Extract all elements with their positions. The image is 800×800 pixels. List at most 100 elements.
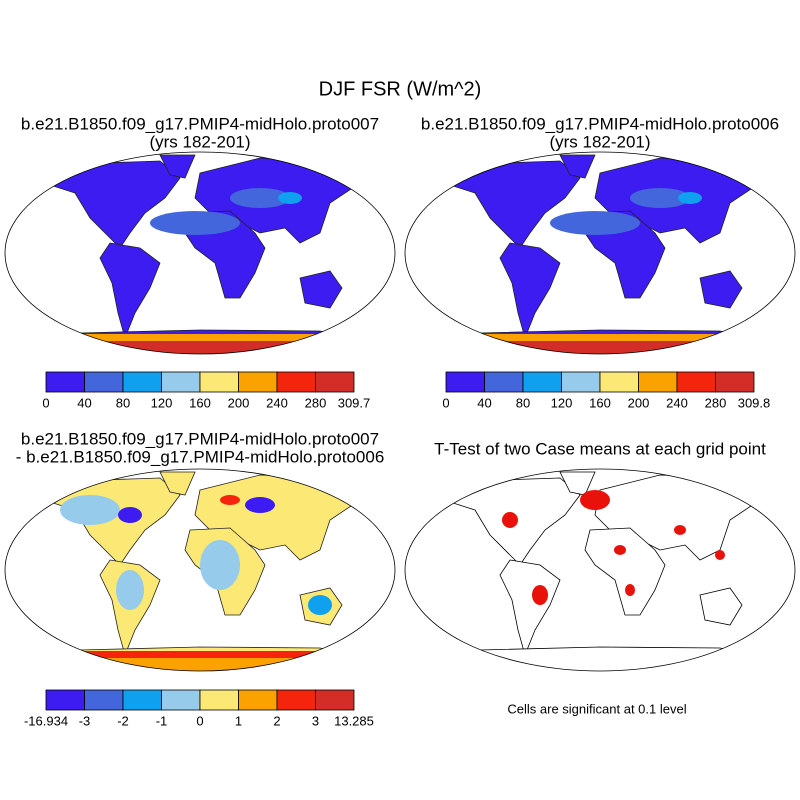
colorbar-box	[445, 371, 485, 393]
map-land	[449, 471, 766, 671]
field-patch	[220, 495, 240, 505]
colorbar-label: 120	[151, 395, 173, 410]
colorbar-box	[638, 371, 678, 393]
field-patch	[278, 192, 302, 204]
colorbar-box	[484, 371, 524, 393]
field-patch	[674, 525, 686, 535]
field-patch	[678, 192, 702, 204]
colorbar-label: 13.285	[334, 713, 374, 728]
colorbar-label: 80	[516, 395, 530, 410]
colorbar-box	[84, 689, 124, 711]
antarctic-edge	[482, 334, 762, 341]
colorbar-label: 160	[589, 395, 611, 410]
continents	[49, 154, 366, 354]
colorbar-box	[84, 371, 124, 393]
colorbar-label: 160	[189, 395, 211, 410]
colorbar-box	[45, 689, 85, 711]
colorbar-label: 120	[551, 395, 573, 410]
colorbar-label: 200	[628, 395, 650, 410]
colorbar-label: 0	[442, 395, 449, 410]
colorbar-label: 280	[305, 395, 327, 410]
colorbar-box	[238, 371, 278, 393]
map-land	[49, 471, 366, 671]
field-patch	[116, 570, 144, 610]
colorbar-label: -1	[156, 713, 168, 728]
field-patch	[532, 585, 548, 605]
colorbar-box	[122, 689, 162, 711]
colorbar-label: 1	[235, 713, 242, 728]
panel-title: (yrs 182-201)	[149, 132, 250, 151]
colorbar-label: -2	[117, 713, 129, 728]
panel-title: (yrs 182-201)	[549, 132, 650, 151]
colorbar-box	[199, 371, 239, 393]
field-patch	[550, 211, 640, 235]
colorbar-label: -3	[79, 713, 91, 728]
colorbar-box	[276, 689, 316, 711]
map	[4, 468, 396, 672]
colorbar-box	[522, 371, 562, 393]
colorbar-box	[122, 371, 162, 393]
antarctic-edge	[82, 651, 362, 658]
field-patch	[230, 188, 290, 208]
field-patch	[625, 584, 635, 596]
colorbar-box	[715, 371, 755, 393]
figure-title: DJF FSR (W/m^2)	[319, 78, 482, 100]
field-patch	[118, 507, 142, 523]
colorbar-label: 280	[705, 395, 727, 410]
colorbar-label: -16.934	[24, 713, 68, 728]
antarctic-field	[82, 341, 362, 354]
colorbar-label: 0	[42, 395, 49, 410]
colorbar-box	[676, 371, 716, 393]
colorbar-label: 2	[273, 713, 280, 728]
map-border	[404, 468, 796, 672]
field-patch	[60, 495, 120, 525]
colorbar-label: 80	[116, 395, 130, 410]
colorbar-box	[315, 689, 355, 711]
map	[4, 151, 396, 355]
colorbar-box	[161, 689, 201, 711]
colorbar-label: 309.8	[738, 395, 771, 410]
panel-title: - b.e21.B1850.f09_g17.PMIP4-midHolo.prot…	[16, 447, 385, 466]
map	[404, 151, 796, 355]
panel-title: b.e21.B1850.f09_g17.PMIP4-midHolo.proto0…	[21, 114, 379, 133]
colorbar-box	[599, 371, 639, 393]
panel-title: b.e21.B1850.f09_g17.PMIP4-midHolo.proto0…	[421, 114, 779, 133]
field-patch	[630, 188, 690, 208]
colorbar-label: 309.7	[338, 395, 371, 410]
antarctic-field	[82, 658, 362, 671]
map-border	[4, 151, 396, 355]
colorbar-label: 200	[228, 395, 250, 410]
antarctic-edge	[482, 651, 762, 658]
field-patch	[150, 211, 240, 235]
antarctic-field	[482, 658, 762, 671]
colorbar-label: 40	[477, 395, 491, 410]
colorbar-box	[161, 371, 201, 393]
colorbar-box	[315, 371, 355, 393]
colorbar-box	[45, 371, 85, 393]
field-patch	[200, 540, 240, 590]
antarctic-edge	[82, 334, 362, 341]
panel-note: Cells are significant at 0.1 level	[507, 701, 686, 716]
continents	[449, 154, 766, 354]
antarctic-field	[482, 341, 762, 354]
colorbar-label: 240	[266, 395, 288, 410]
map-border	[404, 151, 796, 355]
colorbar-label: 3	[312, 713, 319, 728]
field-patch	[580, 490, 610, 510]
field-patch	[715, 550, 725, 560]
field-patch	[308, 595, 332, 615]
colorbar-label: 40	[77, 395, 91, 410]
field-patch	[245, 497, 275, 513]
panel-title: T-Test of two Case means at each grid po…	[434, 439, 766, 458]
map	[404, 468, 796, 672]
map-land	[49, 154, 366, 354]
map-border	[4, 468, 396, 672]
map-land	[449, 154, 766, 354]
colorbar-box	[276, 371, 316, 393]
colorbar-label: 0	[196, 713, 203, 728]
panel-title: b.e21.B1850.f09_g17.PMIP4-midHolo.proto0…	[21, 429, 379, 448]
colorbar-box	[561, 371, 601, 393]
colorbar-label: 240	[666, 395, 688, 410]
colorbar-box	[199, 689, 239, 711]
